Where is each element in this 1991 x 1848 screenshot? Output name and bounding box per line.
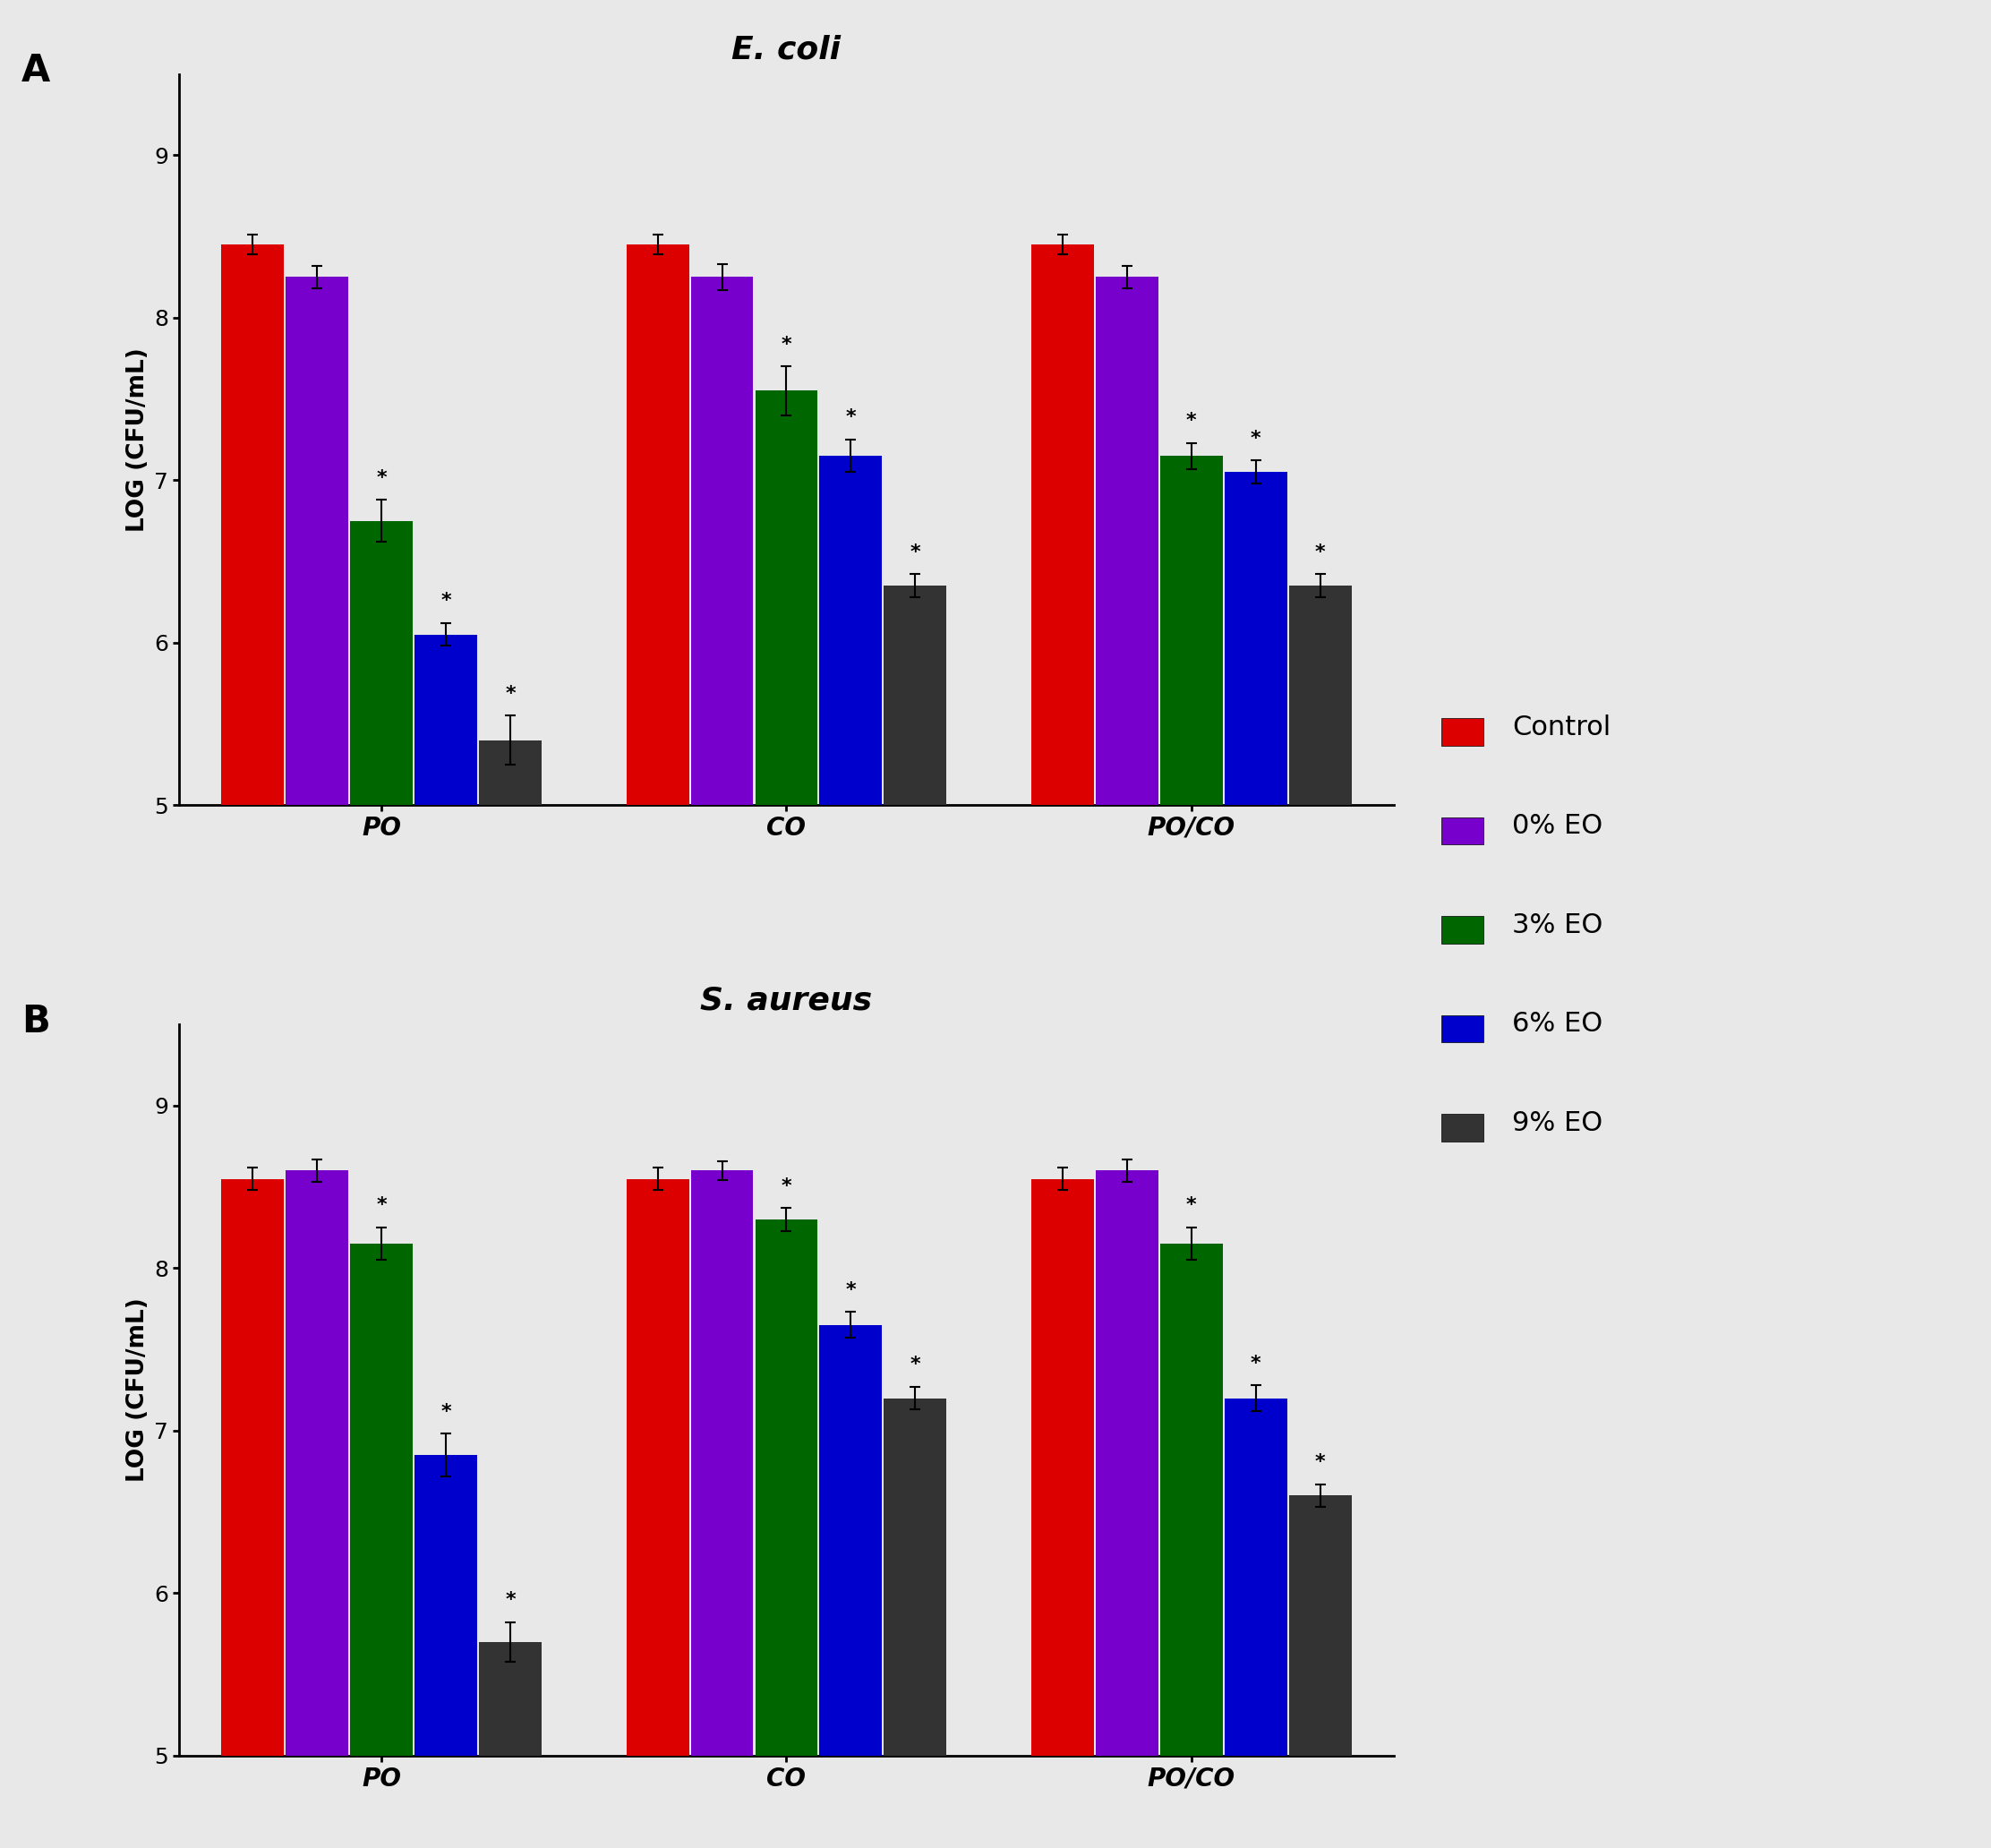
Bar: [480, 1641, 542, 1756]
Bar: [1288, 586, 1352, 806]
Bar: [1095, 1170, 1159, 1756]
Text: *: *: [910, 1356, 920, 1373]
Y-axis label: LOG (CFU/mL): LOG (CFU/mL): [125, 1297, 149, 1482]
Text: *: *: [1187, 1198, 1197, 1214]
Bar: [627, 244, 689, 806]
Text: *: *: [376, 1198, 386, 1214]
Text: *: *: [440, 1403, 452, 1421]
Bar: [350, 521, 412, 806]
Text: *: *: [1314, 543, 1326, 562]
Text: A: A: [22, 52, 50, 89]
Text: *: *: [1250, 431, 1260, 447]
Bar: [350, 1244, 412, 1756]
Bar: [691, 1170, 753, 1756]
Text: *: *: [846, 1281, 856, 1299]
Text: *: *: [780, 1177, 792, 1196]
Bar: [287, 1170, 348, 1756]
Bar: [480, 739, 542, 806]
Bar: [1095, 277, 1159, 806]
Text: *: *: [846, 408, 856, 427]
Text: *: *: [1187, 412, 1197, 431]
Bar: [820, 1325, 882, 1756]
Bar: [1224, 1399, 1286, 1756]
Bar: [755, 390, 818, 806]
Bar: [884, 586, 946, 806]
Bar: [1224, 471, 1286, 806]
Bar: [755, 1220, 818, 1756]
Bar: [820, 456, 882, 806]
Bar: [1161, 456, 1222, 806]
Text: *: *: [506, 1591, 516, 1610]
Bar: [414, 1454, 478, 1756]
Title: E. coli: E. coli: [733, 35, 840, 65]
Bar: [884, 1399, 946, 1756]
Bar: [1031, 244, 1093, 806]
Text: *: *: [780, 336, 792, 353]
Bar: [691, 277, 753, 806]
Bar: [1031, 1179, 1093, 1756]
Text: *: *: [506, 686, 516, 702]
Bar: [1288, 1495, 1352, 1756]
Bar: [221, 1179, 285, 1756]
Text: *: *: [1314, 1453, 1326, 1471]
Bar: [627, 1179, 689, 1756]
Text: B: B: [22, 1002, 50, 1040]
Text: *: *: [1250, 1355, 1260, 1373]
Text: *: *: [910, 543, 920, 562]
Bar: [414, 634, 478, 806]
Bar: [221, 244, 285, 806]
Legend: Control, 0% EO, 3% EO, 6% EO, 9% EO: Control, 0% EO, 3% EO, 6% EO, 9% EO: [1428, 693, 1625, 1155]
Y-axis label: LOG (CFU/mL): LOG (CFU/mL): [125, 347, 149, 532]
Bar: [287, 277, 348, 806]
Bar: [1161, 1244, 1222, 1756]
Text: *: *: [440, 591, 452, 610]
Title: S. aureus: S. aureus: [701, 985, 872, 1016]
Text: *: *: [376, 469, 386, 486]
